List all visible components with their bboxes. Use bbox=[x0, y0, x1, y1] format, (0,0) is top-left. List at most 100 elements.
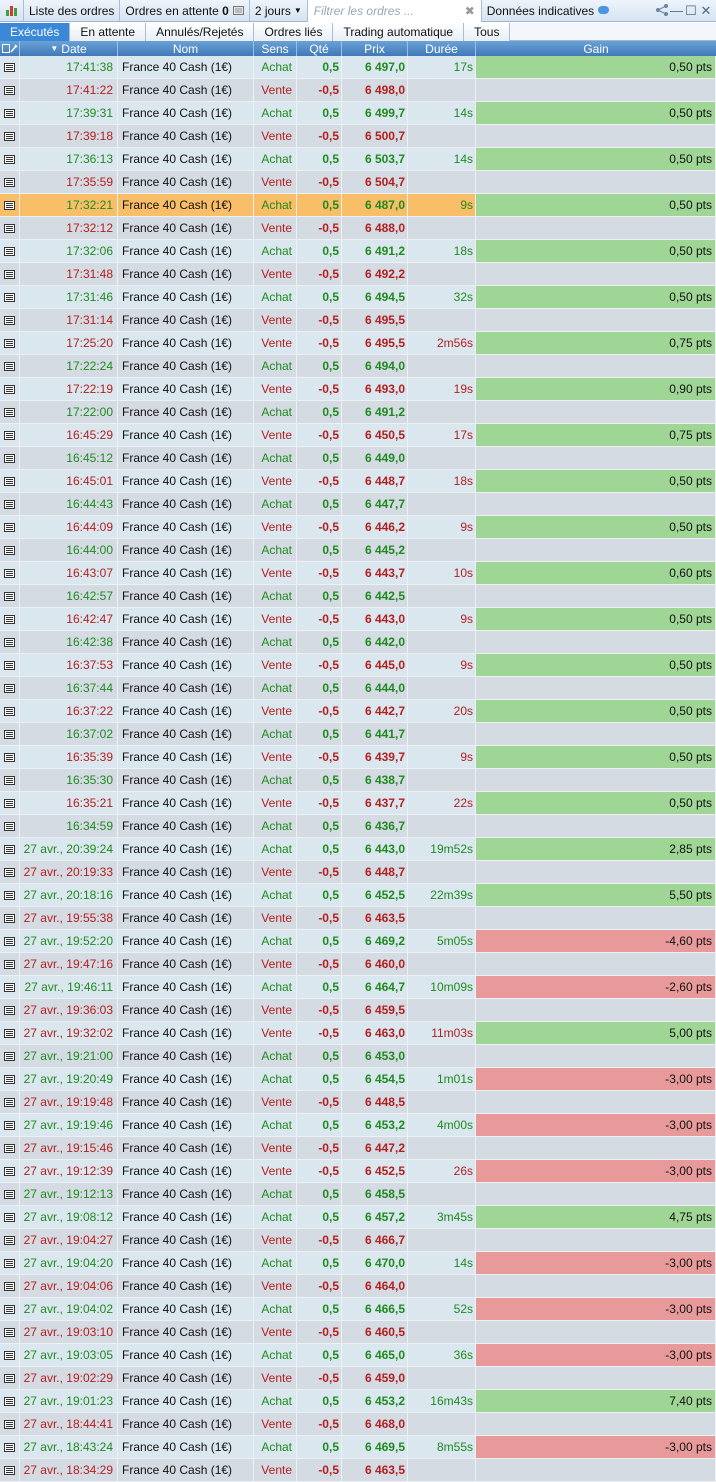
table-row[interactable]: 17:22:24 France 40 Cash (1€) Achat 0,5 6 494… bbox=[0, 355, 716, 378]
order-detail-icon[interactable] bbox=[4, 292, 15, 302]
row-detail-cell[interactable] bbox=[0, 309, 20, 331]
table-row[interactable]: 17:41:38 France 40 Cash (1€) Achat 0,5 6 497… bbox=[0, 56, 716, 79]
order-detail-icon[interactable] bbox=[4, 200, 15, 210]
row-detail-cell[interactable] bbox=[0, 1413, 20, 1435]
table-row[interactable]: 16:42:57 France 40 Cash (1€) Achat 0,5 6 442… bbox=[0, 585, 716, 608]
table-row[interactable]: 27 avr., 19:19:48 France 40 Cash (1€) Vent… bbox=[0, 1091, 716, 1114]
order-detail-icon[interactable] bbox=[4, 1281, 15, 1291]
table-row[interactable]: 27 avr., 19:01:23 France 40 Cash (1€) Acha… bbox=[0, 1390, 716, 1413]
pending-orders-button[interactable]: Ordres en attente 0 bbox=[120, 0, 250, 22]
order-detail-icon[interactable] bbox=[4, 407, 15, 417]
tab-5[interactable]: Tous bbox=[464, 23, 511, 41]
table-row[interactable]: 27 avr., 19:19:46 France 40 Cash (1€) Acha… bbox=[0, 1114, 716, 1137]
minimize-icon[interactable]: — bbox=[670, 2, 683, 18]
order-detail-icon[interactable] bbox=[4, 752, 15, 762]
order-detail-icon[interactable] bbox=[4, 821, 15, 831]
clear-filter-icon[interactable]: ✖ bbox=[464, 3, 475, 18]
row-detail-cell[interactable] bbox=[0, 999, 20, 1021]
table-row[interactable]: 17:41:22 France 40 Cash (1€) Vente -0,5 6 49… bbox=[0, 79, 716, 102]
row-detail-cell[interactable] bbox=[0, 1436, 20, 1458]
order-detail-icon[interactable] bbox=[4, 568, 15, 578]
table-row[interactable]: 17:35:59 France 40 Cash (1€) Vente -0,5 6 50… bbox=[0, 171, 716, 194]
table-row[interactable]: 27 avr., 19:52:20 France 40 Cash (1€) Acha… bbox=[0, 930, 716, 953]
order-detail-icon[interactable] bbox=[4, 913, 15, 923]
row-detail-cell[interactable] bbox=[0, 1367, 20, 1389]
order-detail-icon[interactable] bbox=[4, 315, 15, 325]
order-detail-icon[interactable] bbox=[4, 1396, 15, 1406]
row-detail-cell[interactable] bbox=[0, 401, 20, 423]
order-detail-icon[interactable] bbox=[4, 154, 15, 164]
order-detail-icon[interactable] bbox=[4, 85, 15, 95]
column-name-header[interactable]: Nom bbox=[118, 41, 254, 56]
table-row[interactable]: 16:44:43 France 40 Cash (1€) Achat 0,5 6 447… bbox=[0, 493, 716, 516]
row-detail-cell[interactable] bbox=[0, 539, 20, 561]
table-row[interactable]: 17:32:06 France 40 Cash (1€) Achat 0,5 6 491… bbox=[0, 240, 716, 263]
row-detail-cell[interactable] bbox=[0, 378, 20, 400]
row-detail-cell[interactable] bbox=[0, 102, 20, 124]
order-detail-icon[interactable] bbox=[4, 453, 15, 463]
table-row[interactable]: 17:39:18 France 40 Cash (1€) Vente -0,5 6 50… bbox=[0, 125, 716, 148]
row-detail-cell[interactable] bbox=[0, 1091, 20, 1113]
table-row[interactable]: 16:43:07 France 40 Cash (1€) Vente -0,5 6 44… bbox=[0, 562, 716, 585]
row-detail-cell[interactable] bbox=[0, 608, 20, 630]
row-detail-cell[interactable] bbox=[0, 815, 20, 837]
order-detail-icon[interactable] bbox=[4, 1051, 15, 1061]
table-row[interactable]: 16:35:39 France 40 Cash (1€) Vente -0,5 6 43… bbox=[0, 746, 716, 769]
order-detail-icon[interactable] bbox=[4, 1097, 15, 1107]
row-detail-cell[interactable] bbox=[0, 861, 20, 883]
order-detail-icon[interactable] bbox=[4, 637, 15, 647]
row-detail-cell[interactable] bbox=[0, 907, 20, 929]
row-detail-cell[interactable] bbox=[0, 1459, 20, 1481]
order-detail-icon[interactable] bbox=[4, 62, 15, 72]
table-row[interactable]: 16:37:22 France 40 Cash (1€) Vente -0,5 6 44… bbox=[0, 700, 716, 723]
row-detail-cell[interactable] bbox=[0, 884, 20, 906]
table-row[interactable]: 27 avr., 19:04:27 France 40 Cash (1€) Vent… bbox=[0, 1229, 716, 1252]
table-row[interactable]: 16:42:38 France 40 Cash (1€) Achat 0,5 6 442… bbox=[0, 631, 716, 654]
order-detail-icon[interactable] bbox=[4, 890, 15, 900]
table-row[interactable]: 27 avr., 19:15:46 France 40 Cash (1€) Vent… bbox=[0, 1137, 716, 1160]
order-detail-icon[interactable] bbox=[4, 798, 15, 808]
period-select[interactable]: 2 jours ▼ bbox=[250, 0, 308, 22]
order-detail-icon[interactable] bbox=[4, 131, 15, 141]
table-row[interactable]: 27 avr., 19:47:16 France 40 Cash (1€) Vent… bbox=[0, 953, 716, 976]
row-detail-cell[interactable] bbox=[0, 56, 20, 78]
order-detail-icon[interactable] bbox=[4, 499, 15, 509]
maximize-icon[interactable]: ☐ bbox=[685, 2, 697, 18]
order-detail-icon[interactable] bbox=[4, 522, 15, 532]
table-row[interactable]: 17:31:48 France 40 Cash (1€) Vente -0,5 6 49… bbox=[0, 263, 716, 286]
table-row[interactable]: 17:39:31 France 40 Cash (1€) Achat 0,5 6 499… bbox=[0, 102, 716, 125]
order-detail-icon[interactable] bbox=[4, 936, 15, 946]
chart-icon[interactable] bbox=[0, 0, 24, 22]
order-detail-icon[interactable] bbox=[4, 1189, 15, 1199]
table-row[interactable]: 27 avr., 18:43:24 France 40 Cash (1€) Acha… bbox=[0, 1436, 716, 1459]
column-side-header[interactable]: Sens bbox=[254, 41, 297, 56]
order-detail-icon[interactable] bbox=[4, 982, 15, 992]
table-row[interactable]: 27 avr., 19:32:02 France 40 Cash (1€) Vent… bbox=[0, 1022, 716, 1045]
order-detail-icon[interactable] bbox=[4, 361, 15, 371]
row-detail-cell[interactable] bbox=[0, 769, 20, 791]
table-row[interactable]: 16:45:12 France 40 Cash (1€) Achat 0,5 6 449… bbox=[0, 447, 716, 470]
header-settings[interactable] bbox=[0, 41, 20, 56]
table-row[interactable]: 16:44:00 France 40 Cash (1€) Achat 0,5 6 445… bbox=[0, 539, 716, 562]
table-row[interactable]: 27 avr., 19:04:06 France 40 Cash (1€) Vent… bbox=[0, 1275, 716, 1298]
row-detail-cell[interactable] bbox=[0, 654, 20, 676]
table-row[interactable]: 27 avr., 18:34:29 France 40 Cash (1€) Vent… bbox=[0, 1459, 716, 1482]
row-detail-cell[interactable] bbox=[0, 148, 20, 170]
row-detail-cell[interactable] bbox=[0, 447, 20, 469]
table-row[interactable]: 17:22:19 France 40 Cash (1€) Vente -0,5 6 49… bbox=[0, 378, 716, 401]
row-detail-cell[interactable] bbox=[0, 700, 20, 722]
row-detail-cell[interactable] bbox=[0, 1045, 20, 1067]
row-detail-cell[interactable] bbox=[0, 1344, 20, 1366]
table-row[interactable]: 27 avr., 18:44:41 France 40 Cash (1€) Vent… bbox=[0, 1413, 716, 1436]
row-detail-cell[interactable] bbox=[0, 1137, 20, 1159]
table-row[interactable]: 17:32:12 France 40 Cash (1€) Vente -0,5 6 48… bbox=[0, 217, 716, 240]
table-row[interactable]: 16:45:01 France 40 Cash (1€) Vente -0,5 6 44… bbox=[0, 470, 716, 493]
column-duration-header[interactable]: Durée bbox=[408, 41, 476, 56]
row-detail-cell[interactable] bbox=[0, 332, 20, 354]
table-row[interactable]: 27 avr., 20:18:16 France 40 Cash (1€) Acha… bbox=[0, 884, 716, 907]
row-detail-cell[interactable] bbox=[0, 677, 20, 699]
table-row[interactable]: 17:31:46 France 40 Cash (1€) Achat 0,5 6 494… bbox=[0, 286, 716, 309]
row-detail-cell[interactable] bbox=[0, 585, 20, 607]
row-detail-cell[interactable] bbox=[0, 1022, 20, 1044]
table-row[interactable]: 27 avr., 19:12:13 France 40 Cash (1€) Acha… bbox=[0, 1183, 716, 1206]
